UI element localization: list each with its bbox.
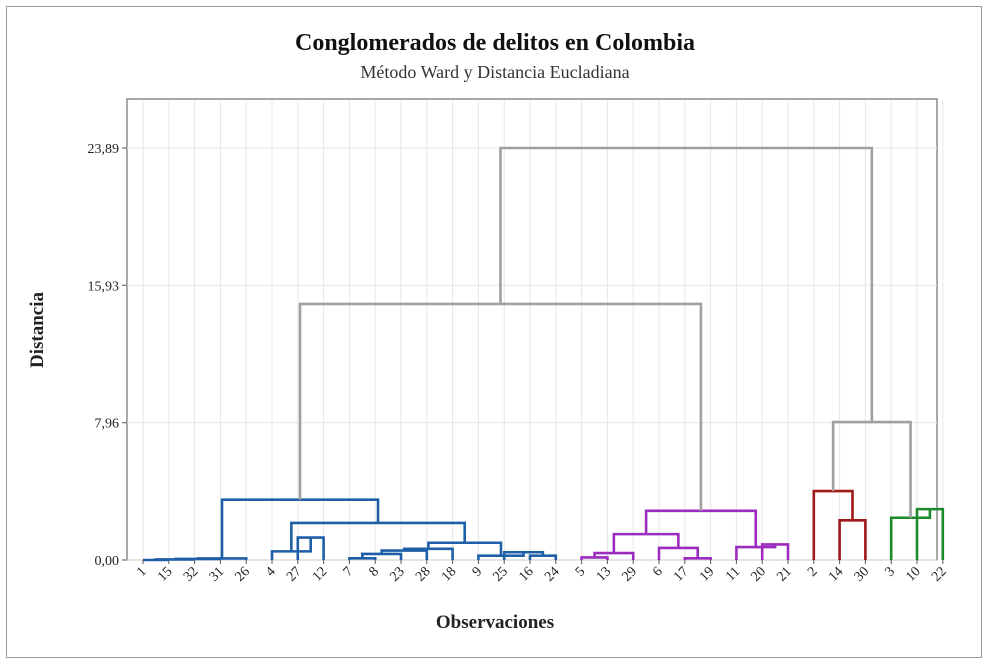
x-tick-label: 8 [366,564,382,580]
x-tick-label: 3 [882,564,898,580]
x-tick-label: 23 [387,564,408,585]
x-tick-label: 4 [263,564,279,580]
x-tick-label: 7 [341,564,357,580]
dendrogram-link [499,146,874,423]
x-tick-label: 13 [594,564,615,585]
dendrogram-link [196,557,248,560]
dendrogram-link [477,552,525,560]
dendrogram-link [735,544,777,560]
x-tick-label: 25 [491,564,512,585]
x-tick-label: 10 [903,564,924,585]
dendrogram-link [644,509,758,548]
y-tick-label: 0,00 [95,554,120,569]
x-tick-label: 27 [284,564,305,585]
x-tick-label: 11 [723,564,743,584]
x-tick-label: 19 [697,564,718,585]
x-tick-label: 6 [650,564,666,580]
x-tick-label: 32 [181,564,202,585]
x-tick-label: 28 [413,564,434,585]
x-tick-label: 30 [852,564,873,585]
x-tick-label: 17 [671,564,692,585]
dendrogram-link [380,549,429,560]
dendrogram-link [838,519,867,560]
x-tick-label: 26 [233,564,254,585]
x-tick-label: 24 [542,564,563,585]
x-tick-label: 20 [749,564,770,585]
chart-subtitle: Método Ward y Distancia Eucladiana [360,62,630,82]
x-tick-label: 9 [470,564,486,580]
plot-area [126,98,938,561]
dendrogram-link [528,554,558,560]
x-tick-label: 16 [516,564,537,585]
x-tick-label: 2 [805,564,821,580]
x-tick-label: 22 [929,564,950,585]
chart-title: Conglomerados de delitos en Colombia [294,30,695,56]
x-tick-label: 29 [620,564,641,585]
x-tick-label: 14 [826,564,847,585]
x-tick-label: 5 [573,564,589,580]
y-tick-label: 23,89 [88,142,120,157]
x-axis-label: Observaciones [435,612,555,633]
dendrogram-link [290,521,466,552]
x-tick-label: 1 [134,564,150,580]
x-tick-label: 21 [774,564,795,585]
x-tick-label: 15 [155,564,176,585]
x-tick-label: 12 [310,564,331,585]
x-tick-label: 18 [439,564,460,585]
x-tick-label: 31 [207,564,228,585]
dendrogram-link [915,507,945,560]
dendrogram-link [593,551,635,560]
y-tick-label: 7,96 [95,417,120,432]
y-tick-label: 15,93 [88,279,120,294]
